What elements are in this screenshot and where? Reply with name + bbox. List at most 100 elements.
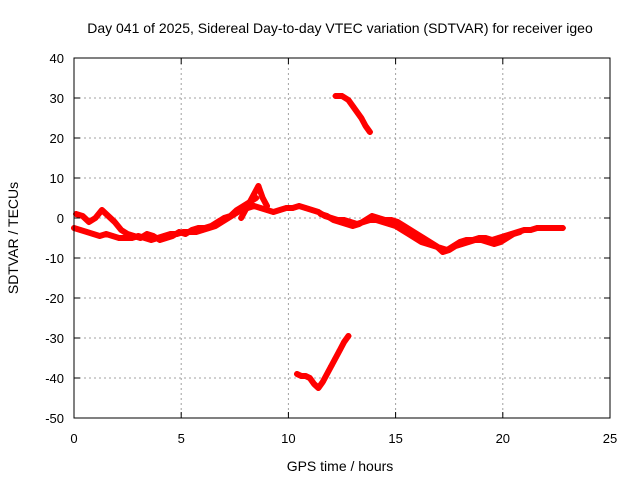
data-point [208,223,215,229]
x-tick-label: 0 [70,431,77,446]
data-point [336,347,343,353]
data-point [90,231,97,237]
y-tick-label: 20 [50,131,64,146]
data-point [332,355,339,361]
data-point [83,229,90,235]
data-point [302,373,309,379]
data-point [521,227,528,233]
data-point [118,227,125,233]
x-tick-label: 5 [178,431,185,446]
data-point [176,229,183,235]
data-point [426,239,433,245]
data-point [143,231,150,237]
data-point [465,239,472,245]
data-point [255,183,262,189]
data-point [103,231,110,237]
data-point [401,223,408,229]
data-point [137,235,144,241]
data-point [534,225,541,231]
data-point [339,93,345,99]
x-tick-label: 15 [388,431,402,446]
data-point [308,207,315,213]
axis-ticks: 0 5 10 15 20 25 -50 -40 -30 -20 -10 0 10 20 30 40 [45,51,617,446]
data-point [276,207,283,213]
data-point [263,203,270,209]
data-point [96,233,103,239]
data-point [86,219,93,225]
data-point [92,215,99,221]
data-point [366,129,373,135]
data-point [169,233,176,239]
chart-title: Day 041 of 2025, Sidereal Day-to-day VTE… [87,20,593,36]
y-tick-label: 40 [50,51,64,66]
data-point [420,235,427,241]
data-point [293,371,300,377]
data-point [259,195,266,201]
data-point [471,237,478,243]
data-point [233,207,240,213]
data-point [251,191,258,197]
data-point [491,241,498,247]
data-point [349,103,356,109]
data-point [195,225,202,231]
data-point [345,333,352,339]
data-point [407,227,414,233]
data-point [251,203,258,209]
data-point [323,371,330,377]
data-point [323,213,330,219]
data-point [510,231,517,237]
data-point [317,211,324,217]
data-point [356,221,363,227]
data-point [98,207,105,213]
data-point [163,235,170,241]
data-point [246,199,253,205]
data-point [341,339,348,345]
data-point [315,385,322,391]
data-point [497,239,504,245]
data-point [227,213,234,219]
data-point [105,213,112,219]
data-point [362,217,369,223]
data-point [124,231,131,237]
data-point [484,239,491,245]
data-point [336,219,343,225]
y-tick-label: -50 [45,411,64,426]
data-point [257,205,264,211]
data-point [111,219,118,225]
data-point [516,229,523,235]
data-point [182,231,189,237]
data-point [394,219,401,225]
data-point [221,215,228,221]
data-point [302,205,309,211]
data-point [150,233,157,239]
y-tick-label: 0 [57,211,64,226]
data-point [358,115,365,121]
data-point [109,233,116,239]
data-point [369,213,376,219]
data-point [362,123,369,129]
data-point [375,215,382,221]
x-tick-label: 10 [281,431,295,446]
data-point [343,221,350,227]
data-point [330,217,337,223]
data-point [459,241,466,247]
data-point [527,227,534,233]
data-point [319,379,326,385]
data-point [439,249,446,255]
data-point [388,217,395,223]
data-point [446,247,453,253]
data-point [559,225,566,231]
data-point [328,363,335,369]
data-point [242,207,249,213]
y-tick-label: 30 [50,91,64,106]
data-point [452,243,459,249]
y-tick-label: -40 [45,371,64,386]
x-axis-label: GPS time / hours [287,458,394,474]
data-point [345,97,352,103]
data-point [349,223,356,229]
data-point [188,227,195,233]
data-point [270,209,277,215]
y-tick-label: -20 [45,291,64,306]
plot-frame [73,57,611,419]
